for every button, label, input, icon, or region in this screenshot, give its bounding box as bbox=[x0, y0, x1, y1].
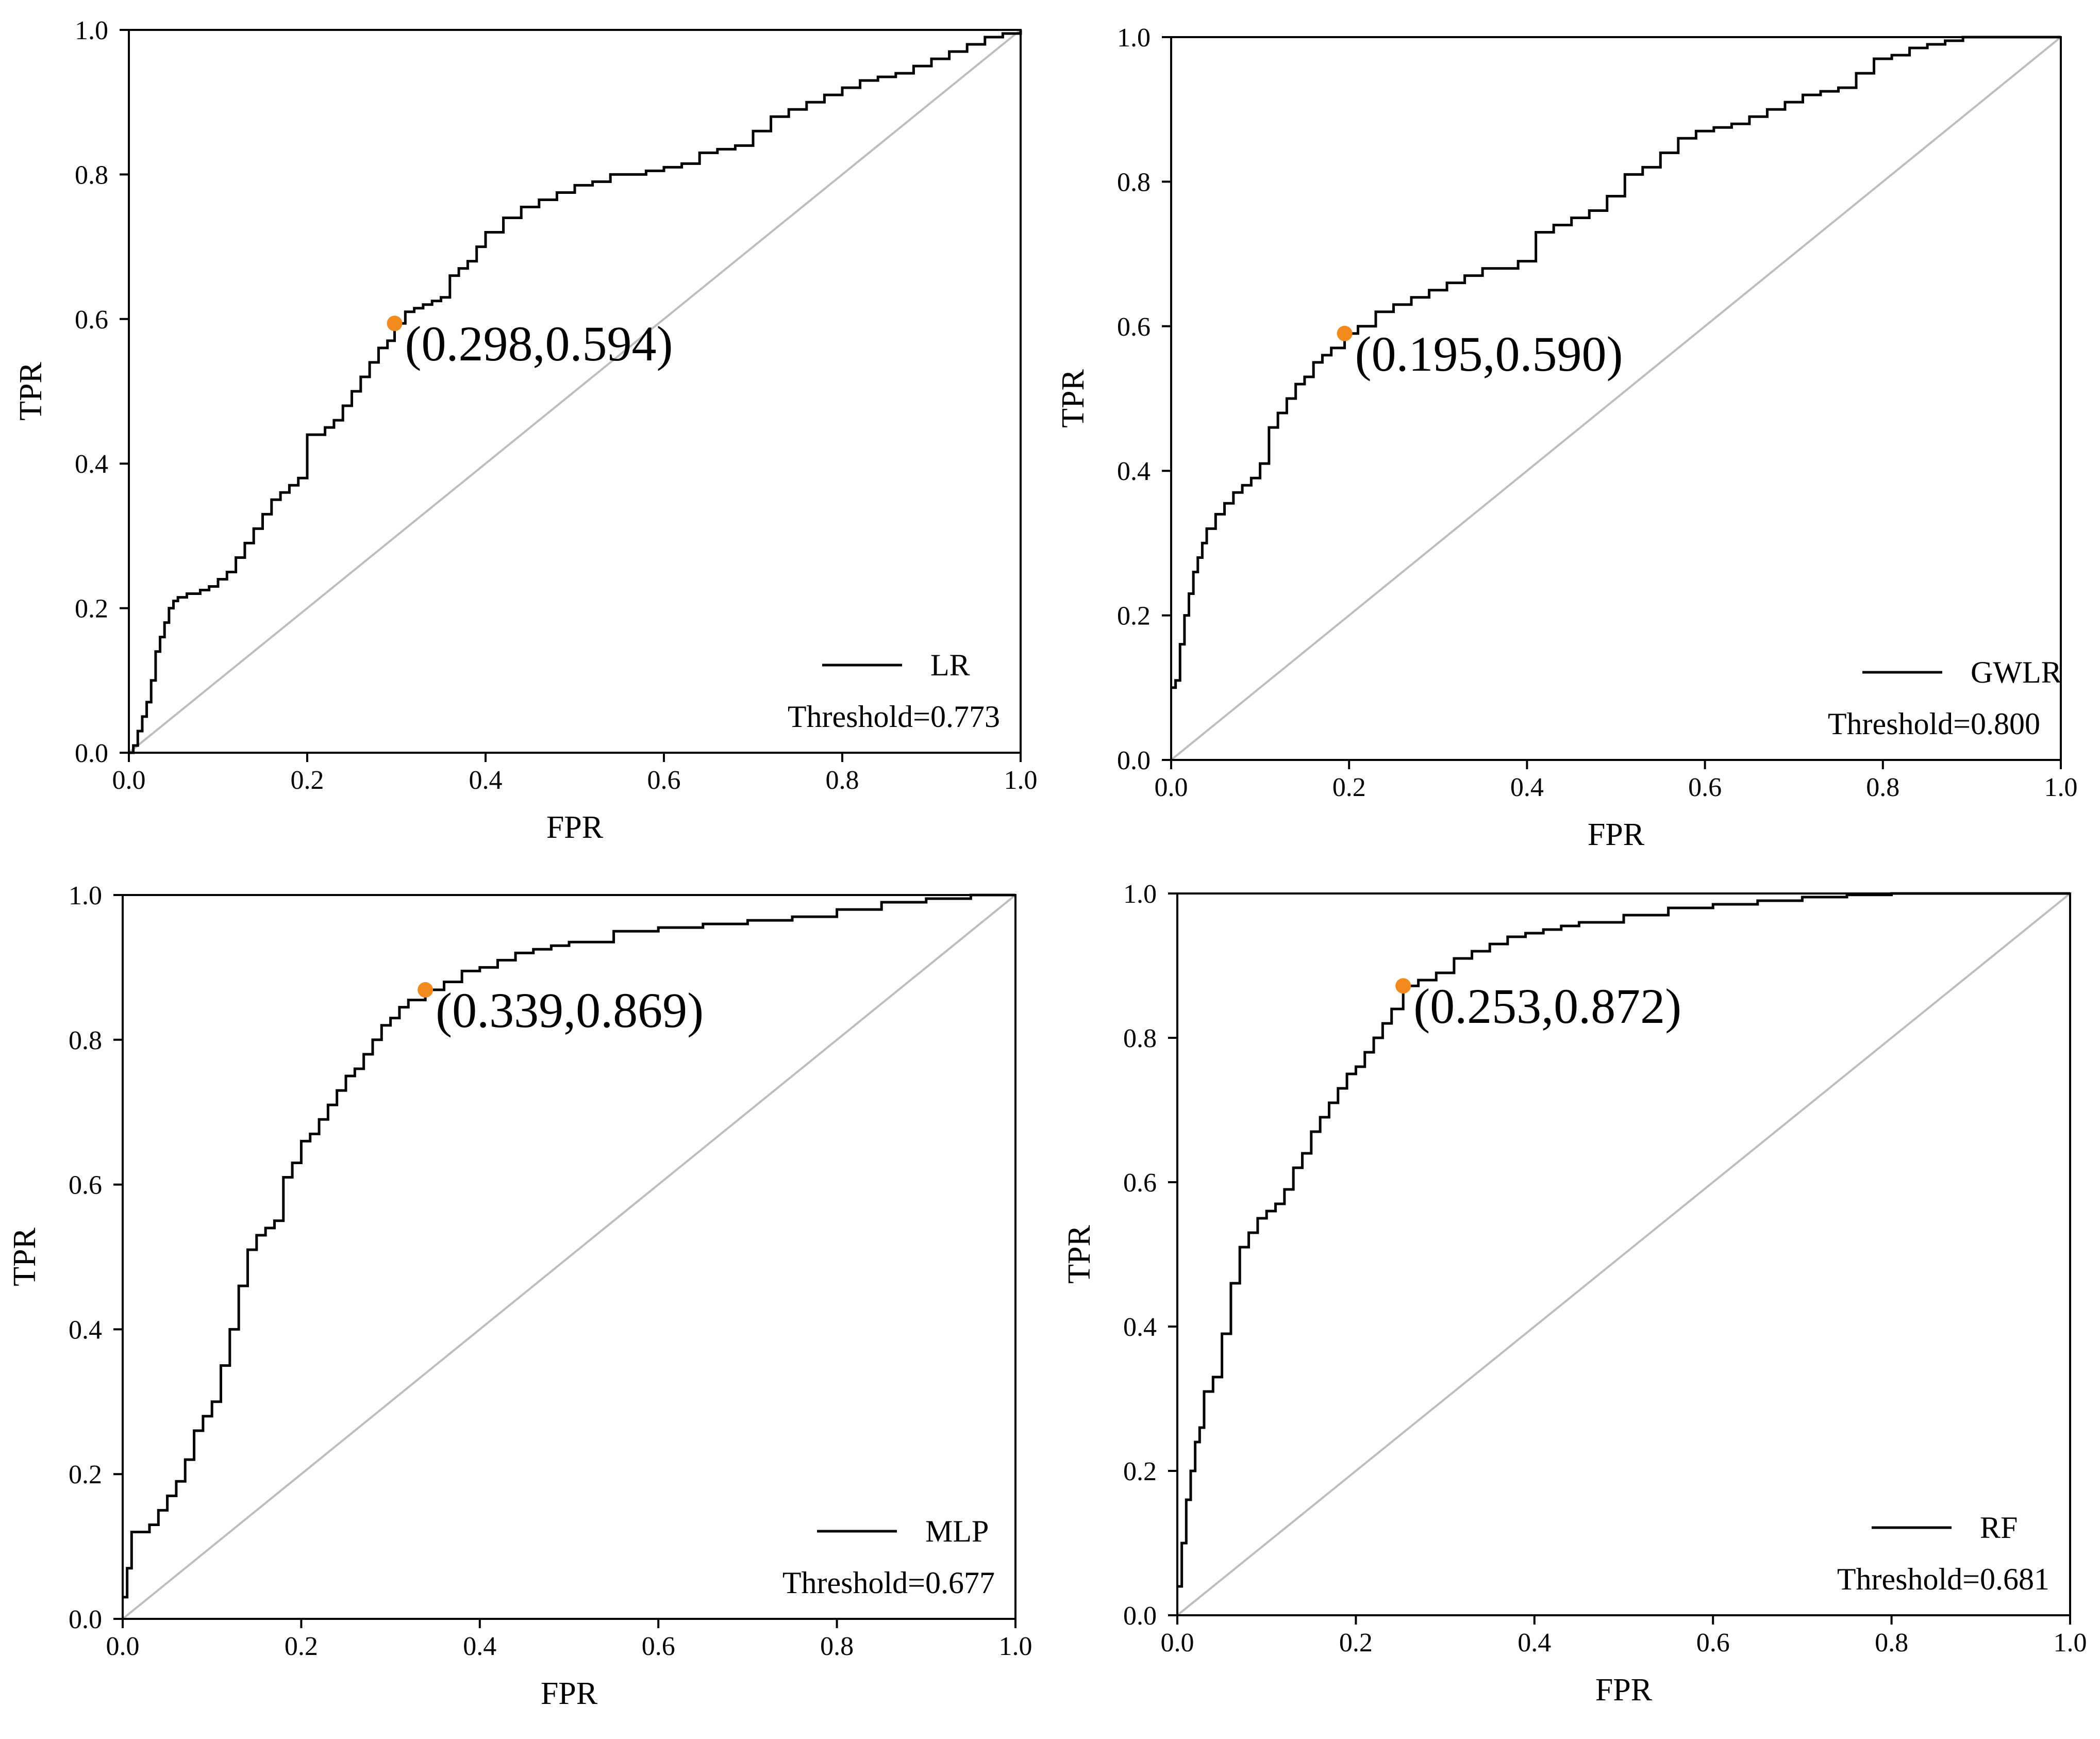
rf-x-axis-title: FPR bbox=[1595, 1672, 1653, 1708]
mlp-roc-panel: 0.0 0.2 0.4 0.6 0.8 1.0 0.0 0.2 0.4 0.6 0.8 1.0 FPR T… bbox=[7, 881, 1032, 1711]
mlp-optimal-point bbox=[418, 982, 434, 998]
rf-x-tick-label: 0.2 bbox=[1339, 1628, 1373, 1658]
gwlr-y-tick-label: 0.8 bbox=[1117, 168, 1151, 197]
lr-y-tick-label: 0.6 bbox=[75, 305, 108, 335]
mlp-y-tick-label: 0.8 bbox=[69, 1026, 102, 1055]
mlp-legend: MLP Threshold=0.677 bbox=[782, 1514, 995, 1600]
gwlr-x-tick-label: 0.2 bbox=[1332, 773, 1366, 802]
rf-legend-label: RF bbox=[1980, 1511, 2018, 1545]
lr-roc-panel: 0.0 0.2 0.4 0.6 0.8 1.0 0.0 0.2 0.4 0.6 0.8 1.0 FPR T… bbox=[13, 16, 1038, 845]
mlp-y-tick-label: 0.2 bbox=[69, 1460, 102, 1489]
rf-y-tick-label: 1.0 bbox=[1123, 880, 1157, 909]
mlp-x-axis-title: FPR bbox=[541, 1676, 598, 1711]
lr-x-tick-label: 0.2 bbox=[291, 766, 324, 795]
mlp-legend-label: MLP bbox=[925, 1514, 989, 1548]
lr-y-tick-label: 0.0 bbox=[75, 739, 108, 768]
gwlr-x-tick-label: 0.0 bbox=[1155, 773, 1188, 802]
lr-chance-diagonal bbox=[128, 29, 1022, 754]
gwlr-legend-label: GWLR bbox=[1971, 655, 2062, 689]
mlp-x-tick-label: 0.2 bbox=[285, 1632, 318, 1661]
mlp-y-tick-label: 0.0 bbox=[69, 1605, 102, 1634]
gwlr-y-tick-label: 0.0 bbox=[1117, 746, 1151, 775]
gwlr-y-tick-label: 1.0 bbox=[1117, 23, 1151, 53]
mlp-y-tick-label: 0.6 bbox=[69, 1171, 102, 1200]
lr-x-tick-label: 0.0 bbox=[112, 766, 146, 795]
lr-x-tick-label: 0.8 bbox=[826, 766, 859, 795]
mlp-threshold-label: Threshold=0.677 bbox=[782, 1566, 995, 1600]
rf-legend: RF Threshold=0.681 bbox=[1837, 1511, 2049, 1596]
gwlr-x-tick-label: 0.8 bbox=[1866, 773, 1899, 802]
rf-y-tick-label: 0.6 bbox=[1123, 1168, 1157, 1198]
gwlr-x-axis-title: FPR bbox=[1588, 817, 1645, 852]
gwlr-optimal-point-label: (0.195,0.590) bbox=[1355, 326, 1623, 382]
rf-x-tick-label: 0.6 bbox=[1696, 1628, 1730, 1658]
gwlr-roc-curve bbox=[1171, 36, 2061, 689]
mlp-x-tick-label: 0.0 bbox=[106, 1632, 140, 1661]
gwlr-x-tick-label: 1.0 bbox=[2044, 773, 2078, 802]
mlp-roc-curve bbox=[123, 893, 1015, 1599]
mlp-plot-frame bbox=[122, 894, 1016, 1620]
gwlr-y-tick-label: 0.6 bbox=[1117, 312, 1151, 342]
mlp-optimal-point-label: (0.339,0.869) bbox=[436, 983, 704, 1038]
lr-y-tick-label: 0.8 bbox=[75, 160, 108, 190]
lr-x-tick-label: 1.0 bbox=[1004, 766, 1038, 795]
mlp-y-axis-title: TPR bbox=[7, 1228, 42, 1286]
gwlr-chance-diagonal bbox=[1170, 36, 2062, 761]
gwlr-legend: GWLR Threshold=0.800 bbox=[1828, 655, 2062, 741]
gwlr-y-axis-title: TPR bbox=[1056, 369, 1091, 428]
rf-y-axis-title: TPR bbox=[1062, 1225, 1097, 1284]
mlp-x-tick-label: 0.4 bbox=[463, 1632, 496, 1661]
mlp-chance-diagonal bbox=[122, 894, 1016, 1620]
lr-threshold-label: Threshold=0.773 bbox=[788, 700, 1000, 734]
mlp-x-tick-label: 1.0 bbox=[999, 1632, 1032, 1661]
rf-roc-panel: 0.0 0.2 0.4 0.6 0.8 1.0 0.0 0.2 0.4 0.6 0.8 1.0 FPR T… bbox=[1062, 880, 2087, 1708]
gwlr-x-tick-label: 0.4 bbox=[1510, 773, 1544, 802]
lr-roc-curve bbox=[129, 30, 1022, 754]
rf-y-tick-label: 0.0 bbox=[1123, 1601, 1157, 1631]
mlp-x-tick-label: 0.6 bbox=[642, 1632, 675, 1661]
lr-y-tick-label: 0.4 bbox=[75, 450, 108, 479]
lr-plot-frame bbox=[128, 29, 1022, 754]
lr-y-tick-label: 0.2 bbox=[75, 594, 108, 624]
rf-chance-diagonal bbox=[1176, 892, 2071, 1616]
lr-optimal-point bbox=[387, 316, 403, 332]
gwlr-threshold-label: Threshold=0.800 bbox=[1828, 707, 2040, 741]
lr-x-axis-title: FPR bbox=[546, 810, 604, 845]
gwlr-x-tick-label: 0.6 bbox=[1688, 773, 1722, 802]
lr-legend: LR Threshold=0.773 bbox=[788, 648, 1000, 734]
mlp-y-tick-label: 0.4 bbox=[69, 1315, 102, 1345]
rf-optimal-point-label: (0.253,0.872) bbox=[1413, 979, 1681, 1034]
rf-x-tick-label: 0.0 bbox=[1161, 1628, 1194, 1658]
gwlr-roc-panel: 0.0 0.2 0.4 0.6 0.8 1.0 0.0 0.2 0.4 0.6 0.8 1.0 FPR T… bbox=[1056, 23, 2078, 852]
rf-y-tick-label: 0.8 bbox=[1123, 1024, 1157, 1053]
mlp-y-tick-label: 1.0 bbox=[69, 881, 102, 910]
rf-optimal-point bbox=[1395, 978, 1411, 994]
lr-x-tick-label: 0.4 bbox=[469, 766, 503, 795]
rf-x-tick-label: 0.4 bbox=[1518, 1628, 1551, 1658]
rf-x-tick-label: 0.8 bbox=[1875, 1628, 1908, 1658]
mlp-x-tick-label: 0.8 bbox=[820, 1632, 854, 1661]
gwlr-optimal-point bbox=[1337, 325, 1353, 341]
gwlr-y-tick-label: 0.2 bbox=[1117, 602, 1151, 631]
lr-y-axis-title: TPR bbox=[13, 362, 48, 421]
rf-plot-frame bbox=[1176, 892, 2071, 1616]
rf-y-tick-label: 0.4 bbox=[1123, 1313, 1157, 1342]
lr-optimal-point-label: (0.298,0.594) bbox=[405, 316, 673, 371]
rf-threshold-label: Threshold=0.681 bbox=[1837, 1562, 2049, 1596]
gwlr-y-tick-label: 0.4 bbox=[1117, 457, 1151, 486]
rf-x-tick-label: 1.0 bbox=[2054, 1628, 2087, 1658]
rf-y-tick-label: 0.2 bbox=[1123, 1457, 1157, 1486]
gwlr-plot-frame bbox=[1170, 36, 2062, 761]
rf-roc-curve bbox=[1177, 892, 2070, 1588]
lr-y-tick-label: 1.0 bbox=[75, 16, 108, 45]
lr-x-tick-label: 0.6 bbox=[647, 766, 681, 795]
lr-legend-label: LR bbox=[930, 648, 970, 682]
